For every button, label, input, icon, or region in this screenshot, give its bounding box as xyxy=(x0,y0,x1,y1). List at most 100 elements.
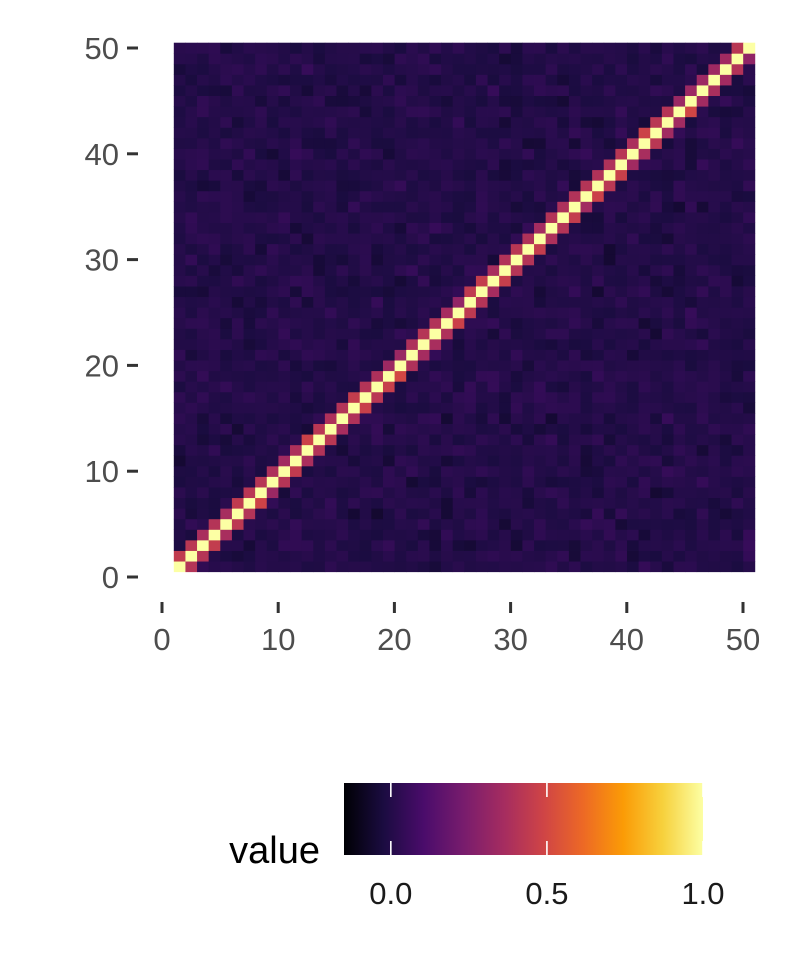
heatmap-cell xyxy=(719,275,732,287)
heatmap-cell xyxy=(499,116,512,128)
heatmap-cell xyxy=(243,413,256,424)
heatmap-cell xyxy=(615,434,628,446)
heatmap-cell xyxy=(220,497,233,509)
heatmap-cell xyxy=(255,444,268,456)
heatmap-cell xyxy=(661,476,674,488)
heatmap-cell xyxy=(673,137,686,149)
heatmap-cell xyxy=(313,74,326,86)
heatmap-cell xyxy=(708,434,721,446)
heatmap-cell xyxy=(441,233,454,245)
heatmap-cell xyxy=(615,190,628,202)
heatmap-cell xyxy=(301,159,314,171)
heatmap-cell xyxy=(603,264,616,276)
heatmap-cell xyxy=(220,74,233,86)
heatmap-cell xyxy=(231,381,244,393)
heatmap-cell xyxy=(673,254,686,266)
heatmap-cell xyxy=(266,391,279,403)
heatmap-cell xyxy=(348,254,361,266)
heatmap-cell xyxy=(394,539,407,551)
heatmap-cell xyxy=(382,360,395,372)
heatmap-cell xyxy=(185,508,198,520)
heatmap-cell xyxy=(324,127,337,139)
heatmap-cell xyxy=(487,85,500,97)
heatmap-cell xyxy=(743,349,756,361)
heatmap-cell xyxy=(359,529,372,541)
heatmap-cell xyxy=(255,413,268,424)
heatmap-cell xyxy=(173,381,186,393)
heatmap-cell xyxy=(568,508,581,520)
heatmap-cell xyxy=(580,127,593,139)
heatmap-cell xyxy=(336,508,349,520)
heatmap-cell xyxy=(278,286,291,298)
heatmap-cell xyxy=(348,338,361,350)
heatmap-cell xyxy=(499,444,512,456)
heatmap-cell xyxy=(406,317,419,329)
heatmap-cell xyxy=(243,455,256,467)
heatmap-cell xyxy=(231,561,244,573)
heatmap-cell xyxy=(336,211,349,223)
heatmap-cell xyxy=(592,159,605,171)
heatmap-cell xyxy=(417,106,430,118)
heatmap-cell xyxy=(336,222,349,234)
heatmap-cell xyxy=(208,275,221,287)
heatmap-cell xyxy=(510,381,523,393)
heatmap-cell xyxy=(719,413,732,424)
heatmap-cell xyxy=(313,95,326,107)
heatmap-cell xyxy=(464,137,477,149)
heatmap-cell xyxy=(568,338,581,350)
heatmap-cell xyxy=(371,444,384,456)
heatmap-cell xyxy=(464,317,477,329)
heatmap-cell xyxy=(278,211,291,223)
heatmap-cell xyxy=(685,233,698,245)
heatmap-cell xyxy=(197,254,210,266)
heatmap-cell xyxy=(185,561,198,573)
heatmap-cell xyxy=(278,413,291,424)
heatmap-cell xyxy=(371,201,384,213)
heatmap-cell xyxy=(441,444,454,456)
heatmap-cell xyxy=(255,402,268,414)
heatmap-cell xyxy=(592,106,605,118)
heatmap-cell xyxy=(731,370,744,382)
heatmap-cell xyxy=(197,434,210,446)
heatmap-cell xyxy=(557,465,570,477)
heatmap-cell xyxy=(441,413,454,424)
heatmap-cell xyxy=(185,413,198,424)
heatmap-cell xyxy=(220,53,233,65)
heatmap-cell xyxy=(324,243,337,255)
heatmap-cell xyxy=(650,201,663,213)
heatmap-cell xyxy=(592,413,605,424)
heatmap-cell xyxy=(557,201,570,213)
heatmap-cell xyxy=(545,360,558,372)
heatmap-cell xyxy=(661,211,674,223)
heatmap-cell xyxy=(534,85,547,97)
heatmap-cell xyxy=(487,222,500,234)
heatmap-cell xyxy=(220,127,233,139)
heatmap-cell xyxy=(429,455,442,467)
heatmap-cell xyxy=(510,180,523,192)
heatmap-cell xyxy=(208,95,221,107)
heatmap-cell xyxy=(220,116,233,128)
heatmap-cell xyxy=(568,328,581,340)
heatmap-cell xyxy=(185,180,198,192)
heatmap-cell xyxy=(394,487,407,499)
heatmap-cell xyxy=(685,487,698,499)
heatmap-cell xyxy=(499,243,512,255)
heatmap-cell xyxy=(719,63,732,75)
heatmap-cell xyxy=(348,233,361,245)
heatmap-cell xyxy=(673,328,686,340)
heatmap-cell xyxy=(371,211,384,223)
heatmap-cell xyxy=(208,190,221,202)
heatmap-cell xyxy=(696,338,709,350)
heatmap-cell xyxy=(266,317,279,329)
heatmap-cell xyxy=(394,508,407,520)
heatmap-cell xyxy=(324,455,337,467)
heatmap-cell xyxy=(475,211,488,223)
heatmap-cell xyxy=(650,275,663,287)
heatmap-cell xyxy=(231,211,244,223)
heatmap-cell xyxy=(220,148,233,160)
heatmap-cell xyxy=(255,286,268,298)
heatmap-cell xyxy=(197,137,210,149)
heatmap-cell xyxy=(557,264,570,276)
heatmap-cell xyxy=(301,180,314,192)
heatmap-cell xyxy=(580,476,593,488)
